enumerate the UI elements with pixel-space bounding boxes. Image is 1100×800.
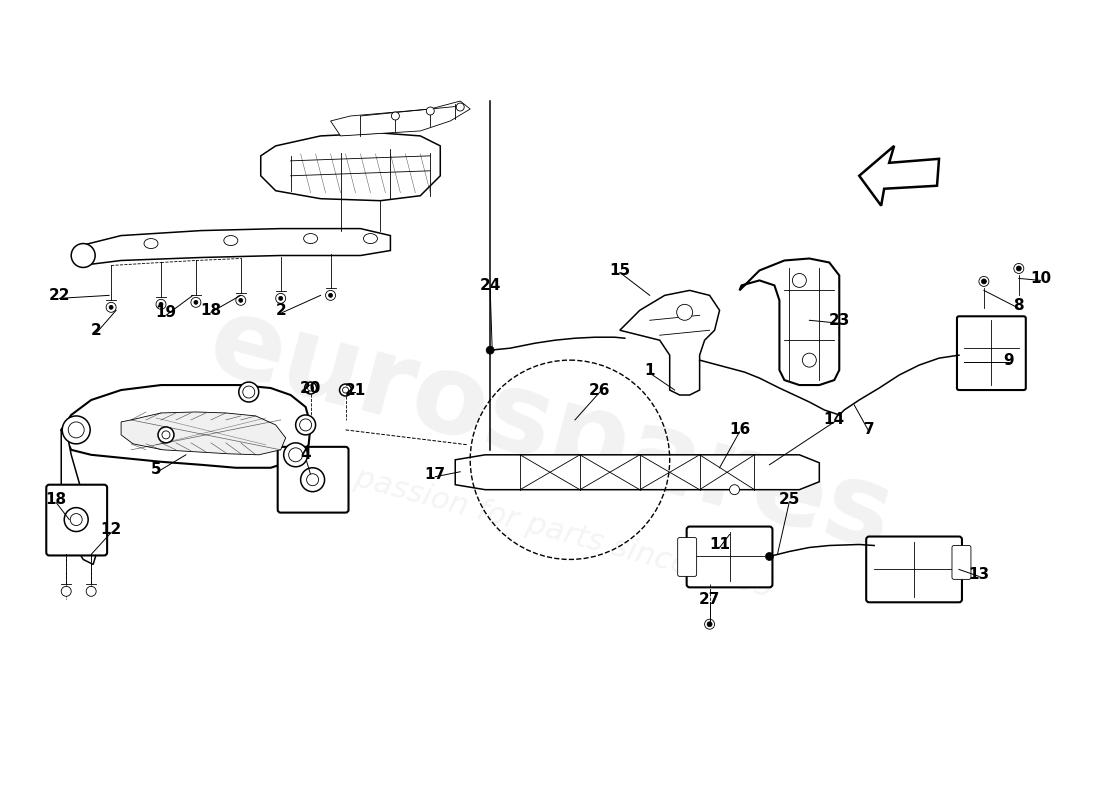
Ellipse shape <box>144 238 158 249</box>
Text: 17: 17 <box>425 467 446 482</box>
Circle shape <box>299 419 311 431</box>
Text: 7: 7 <box>864 422 874 438</box>
FancyBboxPatch shape <box>686 526 772 587</box>
Circle shape <box>243 386 255 398</box>
Circle shape <box>705 619 715 630</box>
Circle shape <box>427 107 434 115</box>
Circle shape <box>160 302 163 306</box>
Polygon shape <box>81 229 390 266</box>
Text: a passion for parts since 1985: a passion for parts since 1985 <box>323 456 777 603</box>
Circle shape <box>456 103 464 111</box>
Circle shape <box>981 279 987 284</box>
Text: eurospares: eurospares <box>197 287 903 573</box>
Circle shape <box>300 468 324 492</box>
Text: 5: 5 <box>151 462 162 478</box>
Polygon shape <box>62 385 310 468</box>
Text: 4: 4 <box>300 447 311 462</box>
Circle shape <box>63 416 90 444</box>
Text: 20: 20 <box>300 381 321 395</box>
Circle shape <box>979 277 989 286</box>
Circle shape <box>340 384 352 396</box>
Text: 9: 9 <box>1003 353 1014 368</box>
Circle shape <box>70 514 82 526</box>
Circle shape <box>64 508 88 531</box>
Circle shape <box>676 304 693 320</box>
Polygon shape <box>455 455 820 490</box>
FancyBboxPatch shape <box>957 316 1026 390</box>
Polygon shape <box>62 430 96 565</box>
Circle shape <box>62 586 72 596</box>
Ellipse shape <box>304 234 318 243</box>
Circle shape <box>191 298 201 307</box>
Text: 23: 23 <box>828 313 850 328</box>
Circle shape <box>158 427 174 443</box>
Circle shape <box>296 415 316 435</box>
Circle shape <box>162 431 170 439</box>
Circle shape <box>239 298 243 302</box>
Text: 21: 21 <box>345 382 366 398</box>
Text: 12: 12 <box>100 522 122 537</box>
Ellipse shape <box>223 235 238 246</box>
Text: 22: 22 <box>48 288 70 303</box>
Circle shape <box>342 387 349 393</box>
Text: 19: 19 <box>155 305 176 320</box>
Circle shape <box>766 553 773 561</box>
Ellipse shape <box>363 234 377 243</box>
Circle shape <box>68 422 85 438</box>
Circle shape <box>1014 263 1024 274</box>
Text: 13: 13 <box>968 567 990 582</box>
Circle shape <box>288 448 302 462</box>
Circle shape <box>392 112 399 120</box>
Polygon shape <box>121 412 286 455</box>
Circle shape <box>194 300 198 304</box>
Circle shape <box>156 299 166 310</box>
Circle shape <box>308 385 314 391</box>
Circle shape <box>284 443 308 466</box>
Circle shape <box>329 294 332 298</box>
Circle shape <box>235 295 245 306</box>
Text: 25: 25 <box>779 492 800 507</box>
Circle shape <box>305 382 317 394</box>
Text: 16: 16 <box>729 422 750 438</box>
Circle shape <box>276 294 286 303</box>
Polygon shape <box>331 101 470 136</box>
Text: 26: 26 <box>590 382 610 398</box>
Text: 18: 18 <box>200 303 221 318</box>
Circle shape <box>326 290 336 300</box>
Text: 2: 2 <box>275 303 286 318</box>
Text: 1: 1 <box>645 362 654 378</box>
Text: 2: 2 <box>91 322 101 338</box>
Text: 27: 27 <box>698 592 720 607</box>
Text: 14: 14 <box>824 413 845 427</box>
FancyBboxPatch shape <box>46 485 107 555</box>
Polygon shape <box>739 258 839 385</box>
FancyBboxPatch shape <box>678 538 696 576</box>
Circle shape <box>307 474 319 486</box>
Circle shape <box>106 302 117 312</box>
FancyBboxPatch shape <box>952 546 971 579</box>
FancyBboxPatch shape <box>277 447 349 513</box>
Circle shape <box>802 353 816 367</box>
Polygon shape <box>261 133 440 201</box>
Text: 18: 18 <box>46 492 67 507</box>
Polygon shape <box>619 290 719 395</box>
Circle shape <box>729 485 739 494</box>
Circle shape <box>239 382 258 402</box>
Text: 15: 15 <box>609 263 630 278</box>
Circle shape <box>278 296 283 300</box>
Circle shape <box>707 622 712 626</box>
Text: 8: 8 <box>1013 298 1024 313</box>
Circle shape <box>86 586 96 596</box>
Circle shape <box>486 346 494 354</box>
FancyBboxPatch shape <box>866 537 962 602</box>
Circle shape <box>792 274 806 287</box>
Circle shape <box>72 243 96 267</box>
Text: 10: 10 <box>1031 271 1052 286</box>
Text: 24: 24 <box>480 278 501 293</box>
Text: 11: 11 <box>710 537 730 552</box>
Circle shape <box>1016 266 1021 271</box>
Circle shape <box>109 306 113 310</box>
